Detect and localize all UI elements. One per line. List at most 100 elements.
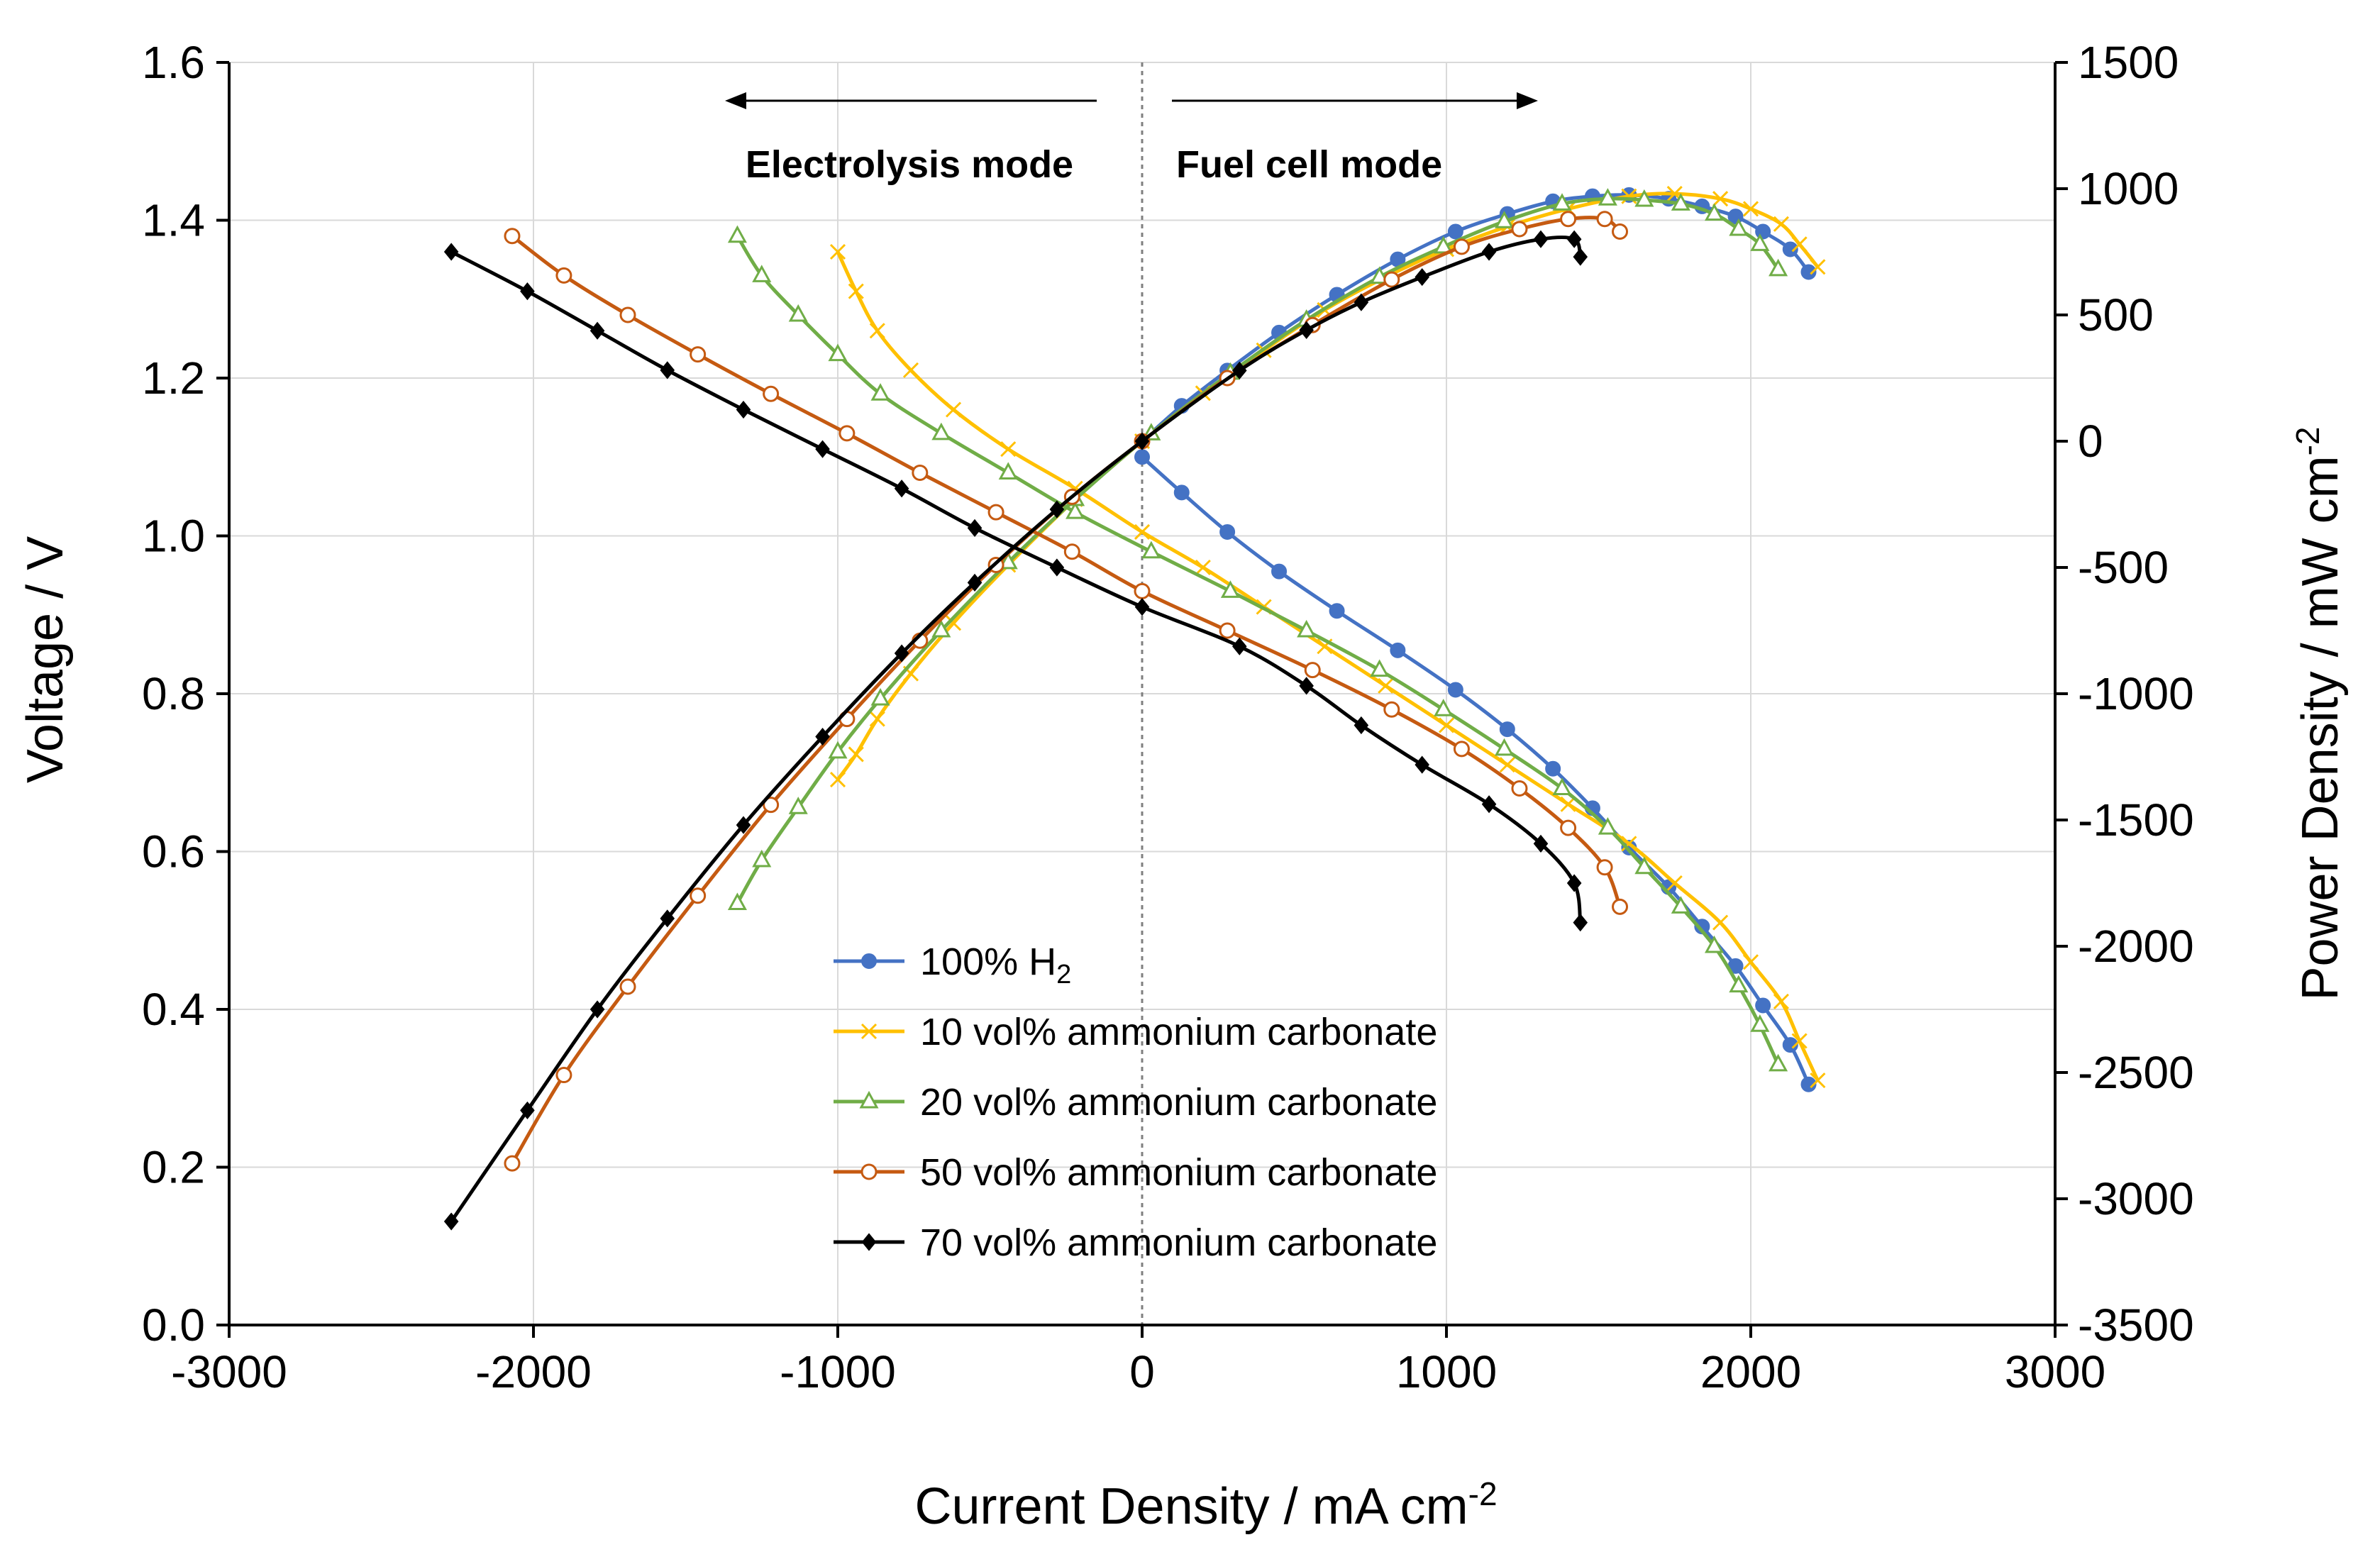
- voltage-point: [763, 385, 780, 402]
- power-point: [1729, 218, 1749, 236]
- voltage-point: [1434, 699, 1454, 716]
- voltage-point: [931, 422, 951, 440]
- power-point: [967, 573, 983, 592]
- voltage-point: [1621, 836, 1637, 852]
- voltage-point: [1810, 1072, 1826, 1089]
- x-tick-label: 2000: [1700, 1346, 1801, 1397]
- voltage-point: [1271, 563, 1288, 580]
- legend-label-text: 70 vol% ammonium carbonate: [920, 1221, 1437, 1264]
- voltage-point: [1134, 598, 1150, 616]
- power-point: [1773, 216, 1789, 232]
- y2-tick-label: -2000: [2078, 921, 2194, 972]
- power-point: [1299, 321, 1314, 339]
- power-point: [619, 978, 636, 995]
- y2-tick-label: 0: [2078, 416, 2103, 467]
- voltage-point: [967, 519, 983, 537]
- y2-tick-label: -3500: [2078, 1299, 2194, 1351]
- power-point: [1810, 259, 1826, 275]
- power-point: [1750, 233, 1770, 251]
- voltage-point: [555, 267, 572, 284]
- y-axis-title: Voltage / V: [17, 536, 74, 783]
- x-marker-stroke: [902, 362, 919, 378]
- voltage-point: [1800, 1076, 1817, 1092]
- legend-label: 100% H2: [920, 941, 1071, 990]
- voltage-point: [1134, 449, 1150, 465]
- voltage-point: [1049, 558, 1065, 577]
- x-marker-stroke: [829, 243, 846, 260]
- voltage-point: [1299, 677, 1314, 695]
- power-point: [1704, 203, 1725, 221]
- power-point: [1598, 188, 1617, 206]
- voltage-point: [443, 243, 459, 261]
- voltage-point: [1219, 523, 1236, 540]
- power-point: [1560, 211, 1577, 228]
- y2-tick-label: 1500: [2078, 37, 2179, 88]
- fuel-cell-mode-label: Fuel cell mode: [1176, 143, 1442, 186]
- voltage-point: [1220, 580, 1240, 598]
- voltage-point: [838, 425, 856, 442]
- power-point: [590, 1000, 605, 1019]
- power-point: [1453, 238, 1470, 255]
- series-1: [1134, 187, 1817, 1092]
- voltage-point: [870, 383, 890, 401]
- power-point: [869, 711, 885, 727]
- electrolysis-arrowhead: [725, 92, 746, 109]
- voltage-point: [1063, 543, 1080, 560]
- power-point: [1383, 271, 1400, 288]
- legend-entry-4: 50 vol% ammonium carbonate: [834, 1151, 1437, 1194]
- y2-axis-title: Power Density / mW cm-2: [2289, 427, 2349, 1001]
- x-marker-stroke: [1621, 836, 1637, 852]
- power-point: [660, 909, 675, 928]
- power-point: [870, 688, 890, 706]
- x-tick-label: -1000: [780, 1346, 896, 1397]
- legend-swatch-marker: [859, 1090, 879, 1109]
- voltage-point: [1712, 914, 1729, 931]
- x-marker-stroke: [1773, 216, 1789, 232]
- voltage-point: [1370, 659, 1390, 677]
- x-marker-stroke: [1666, 875, 1683, 892]
- x-marker-stroke: [1791, 236, 1808, 253]
- voltage-point: [690, 346, 707, 363]
- x-marker-stroke: [1560, 796, 1576, 812]
- x-marker-stroke: [1773, 993, 1789, 1009]
- x-marker-stroke: [1810, 259, 1826, 275]
- voltage-point: [619, 306, 636, 323]
- electrolysis-mode-label: Electrolysis mode: [746, 143, 1073, 186]
- voltage-point: [1769, 1053, 1788, 1072]
- y-tick-label: 0.6: [142, 826, 205, 877]
- power-point: [894, 644, 909, 663]
- power-point: [1231, 361, 1247, 379]
- power-curve: [836, 192, 1820, 781]
- legend-swatch-marker: [860, 1163, 878, 1180]
- power-point: [1552, 193, 1572, 211]
- power-point: [1481, 243, 1497, 261]
- x-marker-stroke: [869, 711, 885, 727]
- voltage-point: [1297, 619, 1317, 638]
- voltage-point: [998, 462, 1018, 480]
- legend-swatch-marker: [861, 1233, 877, 1251]
- voltage-point: [1000, 441, 1017, 458]
- voltage-point: [1704, 935, 1725, 953]
- x-marker-stroke: [1742, 954, 1759, 970]
- voltage-point: [1329, 603, 1345, 619]
- power-point: [1494, 211, 1515, 228]
- x-marker-stroke: [1499, 757, 1515, 773]
- x-marker-stroke: [1810, 1072, 1826, 1089]
- voltage-point: [1612, 898, 1629, 915]
- power-point: [1800, 264, 1817, 280]
- voltage-point: [815, 440, 830, 458]
- power-point: [555, 1067, 572, 1084]
- power-curve: [736, 196, 1780, 904]
- voltage-point: [1354, 716, 1369, 735]
- legend-entry-2: 10 vol% ammonium carbonate: [834, 1011, 1437, 1053]
- x-marker-stroke: [1742, 201, 1759, 217]
- voltage-point: [1066, 501, 1085, 519]
- y2-tick-label: -1500: [2078, 794, 2194, 846]
- power-point: [945, 615, 962, 631]
- voltage-point: [1750, 1014, 1770, 1032]
- voltage-point: [1782, 1037, 1798, 1053]
- power-point: [1769, 258, 1788, 277]
- voltage-point: [848, 283, 864, 299]
- power-point: [1354, 293, 1369, 311]
- power-point: [504, 1155, 521, 1172]
